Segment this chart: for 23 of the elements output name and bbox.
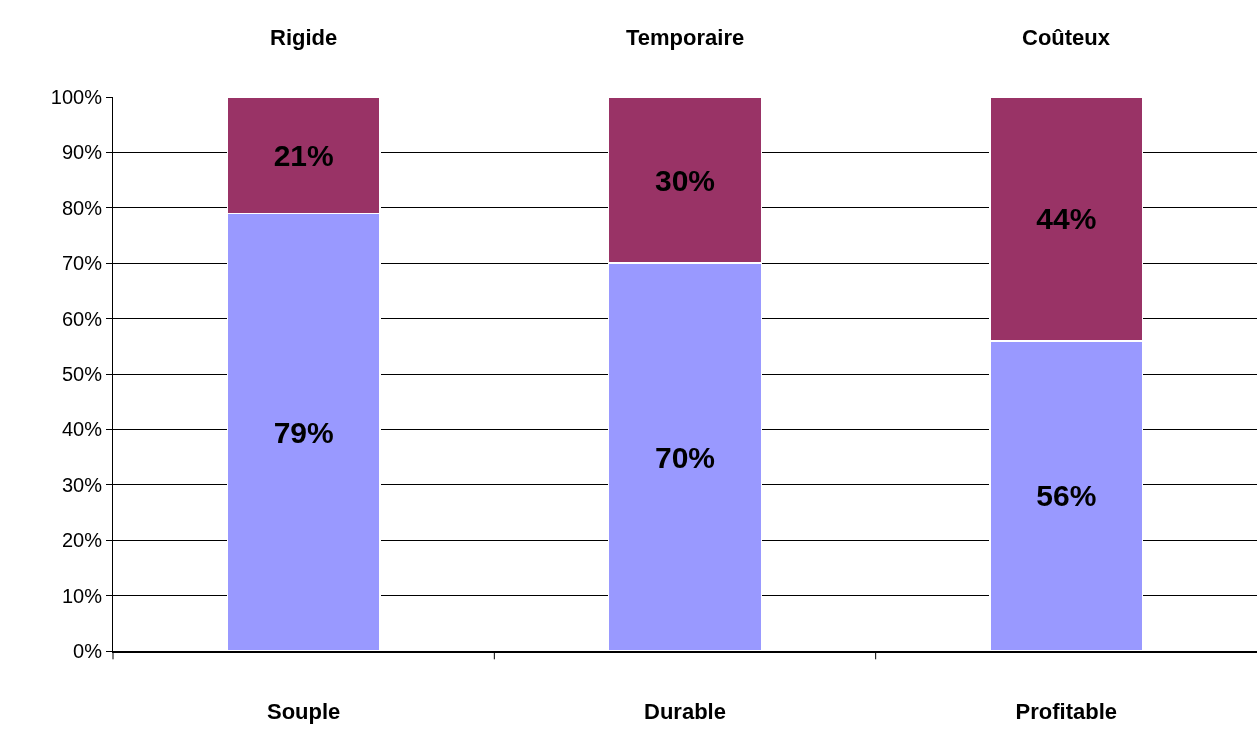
annotation: Coûteux [1022, 25, 1111, 50]
data-label: 56% [1036, 479, 1097, 513]
y-tick-label: 30% [61, 473, 103, 496]
y-tick-label: 60% [61, 307, 103, 330]
y-tick-label: 80% [61, 196, 103, 219]
y-tick-label: 20% [61, 529, 103, 552]
x-tick-label: Profitable [1015, 699, 1118, 725]
y-tick-label: 40% [61, 418, 103, 441]
data-label: 30% [654, 163, 716, 197]
data-label: 70% [654, 440, 716, 474]
y-tick-label: 70% [61, 252, 103, 275]
y-tick-label: 0% [73, 640, 103, 662]
x-tick-label: Souple [267, 699, 341, 725]
data-label: 79% [273, 415, 334, 449]
data-label: 21% [273, 138, 334, 172]
y-tick-label: 50% [61, 363, 103, 385]
y-tick-label: 90% [61, 141, 103, 164]
annotation: Rigide [270, 25, 338, 50]
data-label: 44% [1036, 202, 1097, 236]
annotation: Temporaire [626, 25, 745, 50]
y-tick-label: 10% [61, 584, 103, 607]
x-tick-label: Durable [644, 699, 726, 725]
y-tick-label: 100% [50, 86, 103, 108]
